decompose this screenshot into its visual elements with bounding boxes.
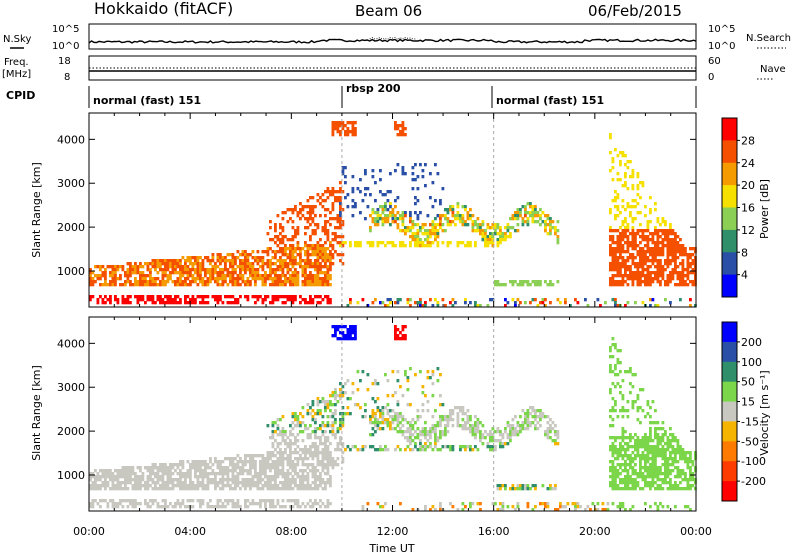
time-tick-label: 00:00: [680, 525, 712, 538]
colorbar-tick-label: -15: [741, 415, 759, 428]
velocity-colorbar: 200 100 50 15 -15 -50 -100 -200: [721, 321, 766, 502]
noise-right-top-tick: 10^5: [708, 24, 735, 35]
colorbar-tick-label: 24: [741, 157, 755, 170]
colorbar-tick-label: 15: [741, 396, 755, 409]
velocity-ylabel: Slant Range [km]: [30, 365, 43, 461]
colorbar-segment: [722, 274, 737, 298]
colorbar-segment: [722, 185, 737, 208]
colorbar-segment: [722, 441, 737, 462]
colorbar-tick-label: 200: [741, 336, 762, 349]
colorbar-tick-label: -200: [741, 475, 766, 488]
colorbar-frame: [721, 321, 738, 502]
colorbar-segment: [722, 421, 737, 442]
colorbar-tick-label: -50: [741, 435, 759, 448]
y-tick-label: 2000: [57, 221, 85, 234]
colorbar-tick-label: 28: [741, 134, 755, 147]
time-tick-label: 08:00: [275, 525, 307, 538]
power-panel: 1000 2000 3000 4000: [57, 112, 697, 308]
colorbar-segment: [722, 162, 737, 186]
freq-tick-high: 18: [58, 56, 71, 67]
power-colorbar: 4 8 12 16 20 24 28: [721, 117, 755, 298]
colorbar-segment: [722, 140, 737, 164]
colorbar-tick-label: 20: [741, 179, 755, 192]
power-ylabel: Slant Range [km]: [30, 162, 43, 258]
time-axis-label: Time UT: [368, 542, 414, 554]
colorbar-tick-label: 100: [741, 356, 762, 369]
y-tick-label: 1000: [57, 265, 85, 278]
time-tick-label: 20:00: [579, 525, 611, 538]
y-tick-label: 4000: [57, 133, 85, 146]
noise-panel-frame: [88, 23, 697, 50]
colorbar-segment: [722, 481, 737, 502]
time-tick-label: 04:00: [174, 525, 206, 538]
echo-cells: [89, 325, 697, 512]
colorbar-segment: [722, 252, 737, 276]
echo-cells: [89, 121, 697, 308]
colorbar-tick-label: 4: [741, 269, 748, 282]
y-tick-label: 3000: [57, 381, 85, 394]
colorbar-tick-label: 8: [741, 246, 748, 259]
colorbar-segment: [722, 207, 737, 231]
noise-left-top-tick: 10^5: [52, 24, 79, 35]
y-tick-label: 2000: [57, 425, 85, 438]
freq-tick-low: 8: [64, 72, 70, 83]
y-tick-label: 4000: [57, 337, 85, 350]
velocity-panel: 1000 2000 3000 4000: [57, 316, 697, 512]
freq-label: Freq.: [4, 57, 29, 68]
noise-right-bottom-tick: 10^0: [708, 41, 735, 52]
time-tick-label: 16:00: [478, 525, 510, 538]
colorbar-segment: [722, 229, 737, 253]
time-axis: 00:00 04:00 08:00 12:00 16:00 20:00 00:00: [73, 525, 712, 538]
colorbar-segment: [722, 341, 737, 363]
nave-label: Nave: [760, 64, 786, 75]
beam-label: Beam 06: [355, 2, 422, 20]
colorbar-segment: [722, 322, 737, 343]
colorbar-tick-label: 16: [741, 202, 755, 215]
noise-sky-line: [88, 38, 697, 44]
cpid-mode-1: normal (fast) 151: [93, 94, 201, 107]
y-tick-label: 3000: [57, 177, 85, 190]
noise-left-label: N.Sky: [3, 34, 31, 45]
colorbar-segment: [722, 118, 737, 141]
station-title: Hokkaido (fitACF): [94, 0, 233, 18]
colorbar-segment: [722, 361, 737, 383]
velocity-colorbar-label: Velocity [m s⁻¹]: [758, 370, 771, 455]
colorbar-tick-label: 50: [741, 376, 755, 389]
freq-unit-label: [MHz]: [2, 69, 31, 80]
cpid-mode-3: normal (fast) 151: [496, 94, 604, 107]
time-tick-label: 00:00: [73, 525, 105, 538]
date-label: 06/Feb/2015: [588, 2, 682, 20]
colorbar-tick-label: 12: [741, 224, 755, 237]
nave-tick-low: 0: [708, 72, 714, 83]
colorbar-segment: [722, 381, 737, 403]
colorbar-segment: [722, 401, 737, 422]
nave-tick-high: 60: [708, 56, 721, 67]
colorbar-tick-label: -100: [741, 455, 766, 468]
cpid-label: CPID: [6, 89, 35, 102]
time-tick-label: 12:00: [377, 525, 409, 538]
y-tick-label: 1000: [57, 469, 85, 482]
noise-left-bottom-tick: 10^0: [52, 41, 79, 52]
cpid-mode-2: rbsp 200: [346, 82, 401, 95]
power-colorbar-label: Power [dB]: [758, 179, 771, 239]
colorbar-segment: [722, 461, 737, 482]
noise-search-line: [369, 36, 416, 41]
noise-right-label: N.Search: [746, 33, 791, 44]
